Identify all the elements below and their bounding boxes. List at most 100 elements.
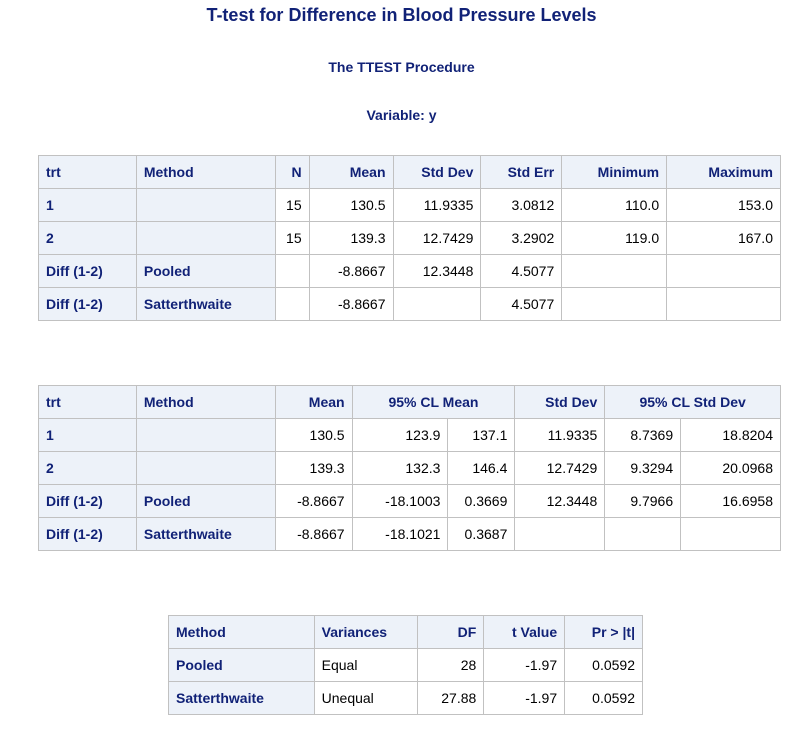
row-header: Diff (1-2) xyxy=(38,254,137,288)
table-row: Diff (1-2) Satterthwaite -8.8667 4.5077 xyxy=(38,287,781,321)
table-cell xyxy=(274,254,310,288)
row-header: Diff (1-2) xyxy=(38,287,137,321)
table-cell: Unequal xyxy=(313,681,419,715)
table-row: Diff (1-2) Pooled -8.8667 12.3448 4.5077 xyxy=(38,254,781,288)
table-cell: 3.0812 xyxy=(480,188,563,222)
variable-title: Variable: y xyxy=(366,107,437,123)
table-cell: 137.1 xyxy=(447,418,516,452)
table-cell: 153.0 xyxy=(666,188,781,222)
table-header-row: Method Variances DF t Value Pr > |t| xyxy=(168,615,643,649)
column-header: DF xyxy=(417,615,485,649)
table-row: 1 130.5 123.9 137.1 11.9335 8.7369 18.82… xyxy=(38,418,781,452)
table-cell: 20.0968 xyxy=(680,451,781,485)
table-cell: 18.8204 xyxy=(680,418,781,452)
table-cell: 130.5 xyxy=(308,188,394,222)
table-cell xyxy=(604,517,682,551)
page-title: T-test for Difference in Blood Pressure … xyxy=(206,5,597,25)
ttests-table: Method Variances DF t Value Pr > |t| Poo… xyxy=(168,615,643,715)
row-header: Satterthwaite xyxy=(135,287,276,321)
column-header: Mean xyxy=(308,155,394,189)
row-header: Pooled xyxy=(135,254,276,288)
table-row: Diff (1-2) Pooled -8.8667 -18.1003 0.366… xyxy=(38,484,781,518)
row-header: Pooled xyxy=(135,484,276,518)
table-cell: 0.3687 xyxy=(447,517,516,551)
column-header: Method xyxy=(135,385,276,419)
column-header: Mean xyxy=(274,385,353,419)
table-cell: 0.0592 xyxy=(564,681,643,715)
table-row: Diff (1-2) Satterthwaite -8.8667 -18.102… xyxy=(38,517,781,551)
column-header: N xyxy=(274,155,310,189)
table-cell: 146.4 xyxy=(447,451,516,485)
table-cell: 9.3294 xyxy=(604,451,682,485)
table-cell: 4.5077 xyxy=(480,254,563,288)
table-cell xyxy=(561,287,668,321)
column-header: Method xyxy=(168,615,315,649)
row-header: 1 xyxy=(38,418,137,452)
table-cell xyxy=(514,517,606,551)
table-cell: 15 xyxy=(274,221,310,255)
column-header: trt xyxy=(38,385,137,419)
table-cell: 9.7966 xyxy=(604,484,682,518)
table-cell: -8.8667 xyxy=(308,287,394,321)
table-cell: -18.1003 xyxy=(351,484,449,518)
table-row: Satterthwaite Unequal 27.88 -1.97 0.0592 xyxy=(168,681,643,715)
table-cell: 139.3 xyxy=(274,451,353,485)
table-cell: -18.1021 xyxy=(351,517,449,551)
row-header: Satterthwaite xyxy=(135,517,276,551)
table-cell: 132.3 xyxy=(351,451,449,485)
table-cell: 15 xyxy=(274,188,310,222)
row-header: Diff (1-2) xyxy=(38,484,137,518)
row-header xyxy=(135,221,276,255)
table-cell: 11.9335 xyxy=(514,418,606,452)
row-header xyxy=(135,418,276,452)
table-cell: Equal xyxy=(313,648,419,682)
table-cell: 0.0592 xyxy=(564,648,643,682)
row-header: Pooled xyxy=(168,648,315,682)
column-header: Pr > |t| xyxy=(564,615,643,649)
table-cell xyxy=(680,517,781,551)
table-cell: 8.7369 xyxy=(604,418,682,452)
statistics-table: trt Method N Mean Std Dev Std Err Minimu… xyxy=(38,155,781,321)
table-row: 2 139.3 132.3 146.4 12.7429 9.3294 20.09… xyxy=(38,451,781,485)
table-cell: 0.3669 xyxy=(447,484,516,518)
table-cell: 12.3448 xyxy=(514,484,606,518)
table-cell: -8.8667 xyxy=(308,254,394,288)
table-cell: 12.7429 xyxy=(392,221,482,255)
table-cell: 4.5077 xyxy=(480,287,563,321)
column-header: Std Dev xyxy=(392,155,482,189)
column-header: Variances xyxy=(313,615,419,649)
table-cell xyxy=(274,287,310,321)
table-cell: 12.3448 xyxy=(392,254,482,288)
table-header-row: trt Method N Mean Std Dev Std Err Minimu… xyxy=(38,155,781,189)
table-cell: 12.7429 xyxy=(514,451,606,485)
table-cell: 11.9335 xyxy=(392,188,482,222)
table-cell: -1.97 xyxy=(483,648,566,682)
column-header: Std Err xyxy=(480,155,563,189)
procedure-title: The TTEST Procedure xyxy=(328,59,475,75)
row-header: Satterthwaite xyxy=(168,681,315,715)
row-header xyxy=(135,188,276,222)
table-cell xyxy=(666,287,781,321)
table-cell: 110.0 xyxy=(561,188,668,222)
row-header: 2 xyxy=(38,451,137,485)
table-cell: 3.2902 xyxy=(480,221,563,255)
row-header: 1 xyxy=(38,188,137,222)
table-cell: 167.0 xyxy=(666,221,781,255)
row-header xyxy=(135,451,276,485)
table-cell xyxy=(561,254,668,288)
column-header: t Value xyxy=(483,615,566,649)
table-header-row: trt Method Mean 95% CL Mean Std Dev 95% … xyxy=(38,385,781,419)
column-header: Std Dev xyxy=(514,385,606,419)
table-row: 2 15 139.3 12.7429 3.2902 119.0 167.0 xyxy=(38,221,781,255)
column-header: trt xyxy=(38,155,137,189)
table-cell: -8.8667 xyxy=(274,517,353,551)
row-header: 2 xyxy=(38,221,137,255)
confidence-limits-table: trt Method Mean 95% CL Mean Std Dev 95% … xyxy=(38,385,781,551)
table-cell: 16.6958 xyxy=(680,484,781,518)
column-header: Minimum xyxy=(561,155,668,189)
table-row: Pooled Equal 28 -1.97 0.0592 xyxy=(168,648,643,682)
table-cell xyxy=(392,287,482,321)
table-row: 1 15 130.5 11.9335 3.0812 110.0 153.0 xyxy=(38,188,781,222)
table-cell: 130.5 xyxy=(274,418,353,452)
table-cell: 123.9 xyxy=(351,418,449,452)
